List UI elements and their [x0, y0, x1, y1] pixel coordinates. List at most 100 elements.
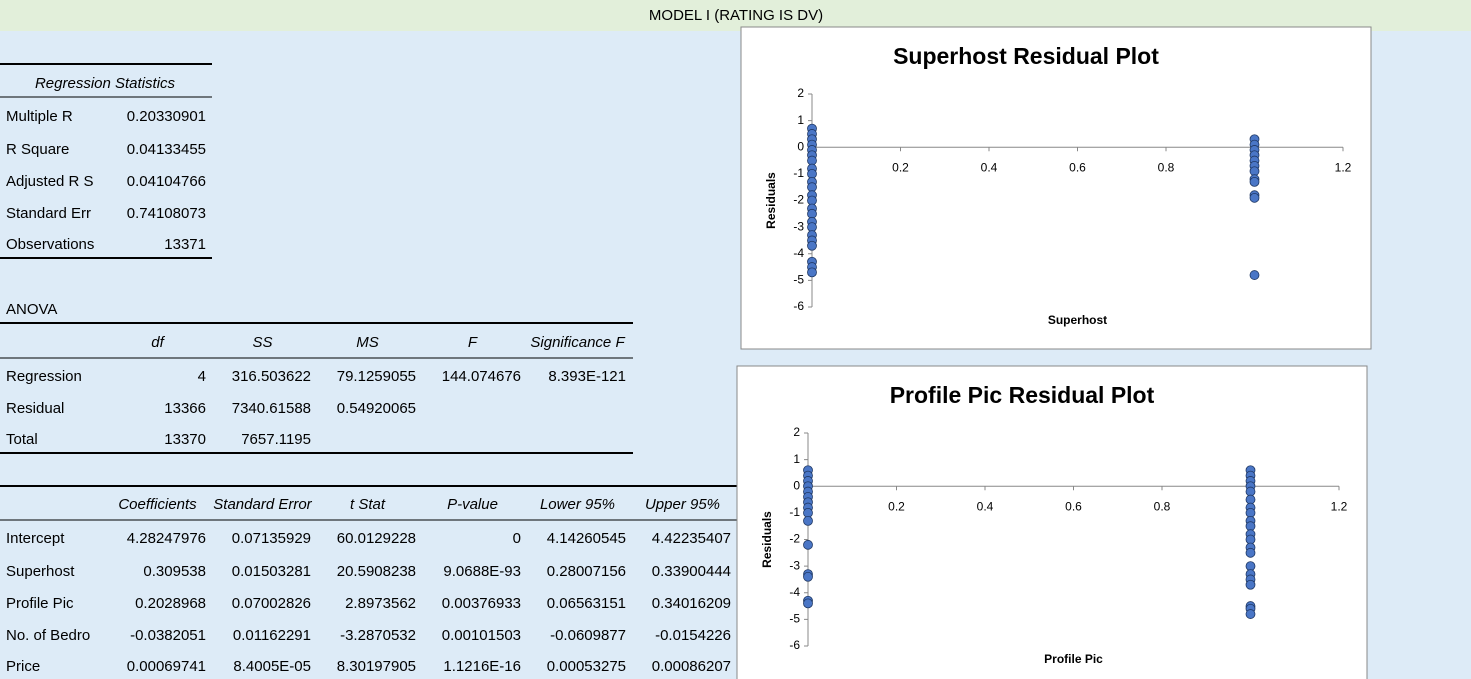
column-header: MS [356, 334, 379, 351]
cell-value: 0.34016209 [652, 595, 731, 612]
y-axis-label: Residuals [760, 511, 774, 568]
x-tick-label: 0.2 [888, 499, 905, 513]
y-tick-label: -1 [789, 505, 800, 519]
cell-value: 7340.61588 [232, 400, 311, 417]
row-label: Total [6, 431, 38, 448]
row-label: Residual [6, 400, 64, 417]
x-tick-label: 0.4 [981, 160, 998, 174]
cell-value: 9.0688E-93 [443, 563, 521, 580]
x-tick-label: 0.6 [1065, 499, 1082, 513]
row-label: Regression [6, 368, 82, 385]
cell-value: 316.503622 [232, 368, 311, 385]
y-tick-label: -2 [793, 193, 804, 207]
cell-value: 0.28007156 [547, 563, 626, 580]
header-title: MODEL I (RATING IS DV) [649, 7, 823, 24]
column-header: P-value [447, 496, 498, 513]
cell-value: 13370 [164, 431, 206, 448]
column-header: Standard Error [213, 496, 312, 513]
cell-value: 60.0129228 [337, 530, 416, 547]
row-label: Superhost [6, 563, 75, 580]
row-label: No. of Bedro [6, 627, 90, 644]
cell-value: 13366 [164, 400, 206, 417]
row-label: Intercept [6, 530, 65, 547]
column-header: Upper 95% [645, 496, 720, 513]
column-header: t Stat [350, 496, 386, 513]
cell-value: -0.0154226 [655, 627, 731, 644]
x-axis-label: Profile Pic [1044, 652, 1103, 666]
x-tick-label: 1.2 [1335, 160, 1352, 174]
scatter-point [1245, 547, 1256, 558]
cell-value: 4.28247976 [127, 530, 206, 547]
cell-value: 0.2028968 [135, 595, 206, 612]
cell-value: 0.00376933 [442, 595, 521, 612]
y-tick-label: -5 [789, 612, 800, 626]
cell-value: 0.01162291 [233, 627, 311, 644]
scatter-point [807, 267, 817, 278]
cell-value: 1.1216E-16 [443, 658, 521, 675]
cell-value: 8.393E-121 [548, 368, 626, 385]
y-tick-label: -5 [793, 273, 804, 287]
y-tick-label: -6 [793, 299, 804, 313]
column-header: Coefficients [118, 496, 197, 513]
y-tick-label: -6 [789, 638, 800, 652]
row-label: Multiple R [6, 108, 73, 125]
row-label: Profile Pic [6, 595, 74, 612]
column-header: SS [252, 334, 272, 351]
header-bar [0, 0, 1471, 31]
row-label: Price [6, 658, 40, 675]
y-tick-label: 2 [797, 86, 804, 100]
x-tick-label: 0.8 [1158, 160, 1175, 174]
chart-frame [736, 365, 1368, 679]
y-tick-label: -2 [789, 532, 800, 546]
cell-value: 0.06563151 [547, 595, 626, 612]
cell-value: 0.33900444 [652, 563, 731, 580]
x-tick-label: 0.2 [892, 160, 909, 174]
cell-value: 20.5908238 [337, 563, 416, 580]
cell-value: 0.00069741 [127, 658, 206, 675]
cell-value: 79.1259055 [337, 368, 416, 385]
cell-value: 8.30197905 [337, 658, 416, 675]
cell-value: 2.8973562 [345, 595, 416, 612]
row-label: Adjusted R S [6, 173, 94, 190]
scatter-point [1249, 176, 1260, 187]
cell-value: 0.309538 [143, 563, 206, 580]
scatter-point [803, 571, 813, 582]
cell-value: 0.54920065 [337, 400, 416, 417]
cell-value: 0.74108073 [127, 205, 206, 222]
cell-value: 4 [198, 368, 206, 385]
scatter-point [803, 539, 813, 550]
x-tick-label: 0.4 [977, 499, 994, 513]
cell-value: 0.07135929 [232, 530, 311, 547]
scatter-point [1249, 192, 1260, 203]
y-axis-label: Residuals [764, 172, 778, 229]
cell-value: 13371 [164, 236, 206, 253]
cell-value: -0.0609877 [550, 627, 626, 644]
cell-value: -0.0382051 [130, 627, 206, 644]
y-tick-label: -4 [793, 246, 804, 260]
chart-frame [740, 26, 1372, 350]
cell-value: 4.14260545 [547, 530, 626, 547]
cell-value: 0.04133455 [127, 141, 206, 158]
chart-title: Profile Pic Residual Plot [890, 382, 1155, 408]
y-tick-label: 1 [797, 113, 804, 127]
cell-value: 144.074676 [442, 368, 521, 385]
y-tick-label: -1 [793, 166, 804, 180]
scatter-point [803, 598, 813, 609]
table-header: Regression Statistics [35, 75, 176, 92]
scatter-point [1245, 609, 1256, 619]
cell-value: 0.00053275 [547, 658, 626, 675]
cell-value: 4.42235407 [652, 530, 731, 547]
column-header: Significance F [530, 334, 625, 351]
row-label: Standard Err [6, 205, 91, 222]
y-tick-label: 0 [797, 139, 804, 153]
y-tick-label: 0 [793, 478, 800, 492]
cell-value: 0.00101503 [442, 627, 521, 644]
column-header: F [468, 334, 478, 351]
x-axis-label: Superhost [1048, 313, 1107, 327]
scatter-point [1245, 579, 1256, 590]
table-title: ANOVA [6, 301, 57, 318]
cell-value: 0.20330901 [127, 108, 206, 125]
y-tick-label: -3 [793, 219, 804, 233]
chart-title: Superhost Residual Plot [893, 43, 1159, 69]
